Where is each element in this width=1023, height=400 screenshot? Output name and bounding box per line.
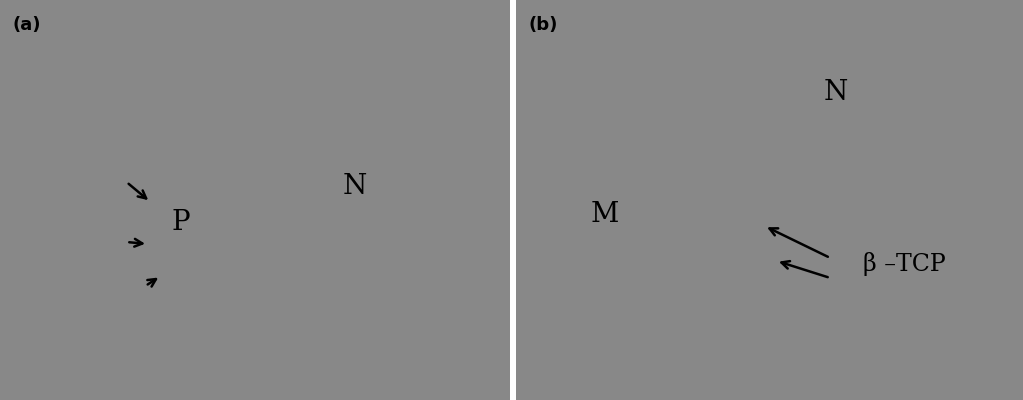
Text: M: M xyxy=(590,200,619,228)
Text: β –TCP: β –TCP xyxy=(863,252,946,276)
Text: P: P xyxy=(172,208,190,236)
Text: N: N xyxy=(824,78,848,106)
Text: (b): (b) xyxy=(529,16,559,34)
Text: N: N xyxy=(343,172,366,200)
Text: (a): (a) xyxy=(12,16,41,34)
